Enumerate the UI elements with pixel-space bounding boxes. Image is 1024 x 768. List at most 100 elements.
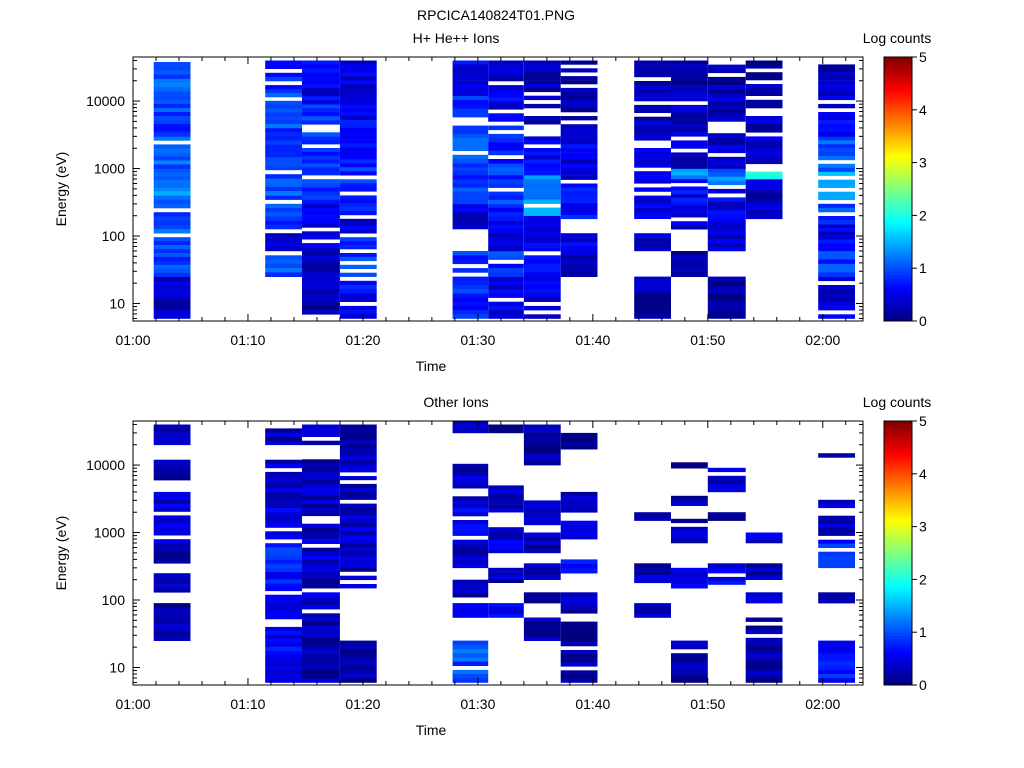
- heatmap-cell: [745, 120, 783, 125]
- colorbar-step: [884, 430, 912, 435]
- heatmap-cell: [707, 297, 746, 302]
- y-ticks: [133, 423, 863, 683]
- heatmap-cell: [707, 68, 746, 74]
- colorbar-step: [884, 427, 912, 432]
- colorbar-step: [884, 582, 912, 587]
- colorbar-step: [884, 586, 912, 590]
- heatmap-cell: [452, 175, 489, 180]
- heatmap-cell: [488, 276, 524, 282]
- heatmap-cell: [560, 107, 598, 113]
- heatmap-cell: [452, 527, 489, 532]
- heatmap-cell: [339, 559, 377, 564]
- heatmap-cell: [153, 628, 191, 633]
- heatmap-cell: [265, 674, 302, 679]
- heatmap-cell: [745, 201, 783, 207]
- heatmap-cell: [745, 124, 783, 129]
- colorbar-step: [884, 304, 912, 309]
- heatmap-cell: [339, 280, 377, 286]
- heatmap-cell: [560, 175, 598, 180]
- heatmap-cell: [265, 246, 302, 252]
- heatmap-cell: [488, 101, 524, 106]
- colorbar-step: [884, 222, 912, 226]
- heatmap-cell: [707, 180, 746, 186]
- colorbar-step: [884, 579, 912, 584]
- heatmap-cell: [339, 222, 377, 227]
- heatmap-cell: [302, 72, 340, 77]
- heatmap-cell: [560, 609, 598, 614]
- heatmap-cell: [452, 504, 489, 509]
- heatmap-cell: [452, 314, 489, 319]
- heatmap-cell: [452, 500, 489, 505]
- heatmap-cell: [265, 575, 302, 580]
- heatmap-cell: [818, 95, 855, 101]
- heatmap-cell: [745, 159, 783, 165]
- heatmap-cell: [818, 599, 855, 604]
- heatmap-cell: [707, 176, 746, 182]
- heatmap-cell: [265, 182, 302, 188]
- heatmap-cell: [265, 259, 302, 265]
- heatmap-cell: [452, 212, 489, 217]
- heatmap-cell: [523, 272, 561, 277]
- heatmap-cell: [302, 658, 340, 663]
- heatmap-cell: [560, 491, 598, 497]
- heatmap-cell: [153, 245, 191, 250]
- heatmap-cell: [265, 484, 302, 489]
- heatmap-cell: [339, 147, 377, 152]
- x-tick-label: 01:40: [575, 332, 610, 348]
- heatmap-cell: [153, 289, 191, 294]
- colorbar-step: [884, 506, 912, 511]
- heatmap-cell: [745, 99, 783, 105]
- heatmap-cell: [818, 220, 855, 225]
- heatmap-cell: [339, 218, 377, 223]
- heatmap-cell: [302, 428, 340, 433]
- heatmap-cell: [153, 128, 191, 133]
- heatmap-cell: [452, 425, 489, 430]
- heatmap-cell: [265, 136, 302, 141]
- colorbar-step: [884, 86, 912, 91]
- heatmap-cell: [707, 172, 746, 177]
- heatmap-cell: [452, 95, 489, 101]
- heatmap-cell: [707, 81, 746, 86]
- heatmap-cell: [671, 132, 708, 137]
- x-tick-label: 01:10: [230, 696, 265, 712]
- heatmap-cell: [302, 293, 340, 298]
- heatmap-cell: [818, 674, 855, 679]
- heatmap-cell: [523, 163, 561, 168]
- heatmap-cell: [265, 165, 302, 171]
- heatmap-cell: [634, 163, 671, 168]
- heatmap-cell: [153, 203, 191, 209]
- heatmap-cell: [153, 260, 191, 265]
- heatmap-cell: [818, 640, 855, 646]
- heatmap-cell: [153, 491, 191, 497]
- heatmap-cell: [707, 133, 746, 138]
- heatmap-cell: [153, 503, 191, 508]
- heatmap-cell: [488, 89, 524, 94]
- heatmap-cell: [339, 644, 377, 650]
- heatmap-cell: [488, 171, 524, 176]
- heatmap-cell: [452, 653, 489, 658]
- colorbar-step: [884, 99, 912, 104]
- heatmap-cell: [302, 289, 340, 294]
- colorbar-step: [884, 93, 912, 98]
- heatmap-cell: [634, 233, 671, 238]
- heatmap-cell: [302, 596, 340, 601]
- heatmap-cell: [452, 129, 489, 135]
- heatmap-cell: [818, 515, 855, 520]
- heatmap-cell: [339, 669, 377, 675]
- heatmap-cell: [560, 95, 598, 101]
- heatmap-cell: [671, 669, 708, 675]
- heatmap-cell: [302, 613, 340, 618]
- heatmap-cell: [339, 272, 377, 277]
- heatmap-cell: [302, 171, 340, 176]
- heatmap-cell: [265, 615, 302, 620]
- heatmap-cell: [707, 467, 746, 473]
- heatmap-cell: [339, 519, 377, 524]
- colorbar-step: [884, 487, 912, 491]
- heatmap-cell: [560, 272, 598, 277]
- heatmap-cell: [339, 293, 377, 298]
- heatmap-cell: [452, 220, 489, 226]
- colorbar-step: [884, 424, 912, 429]
- heatmap-cell: [153, 191, 191, 196]
- heatmap-cell: [707, 214, 746, 220]
- colorbar-tick-label: 0: [919, 677, 927, 693]
